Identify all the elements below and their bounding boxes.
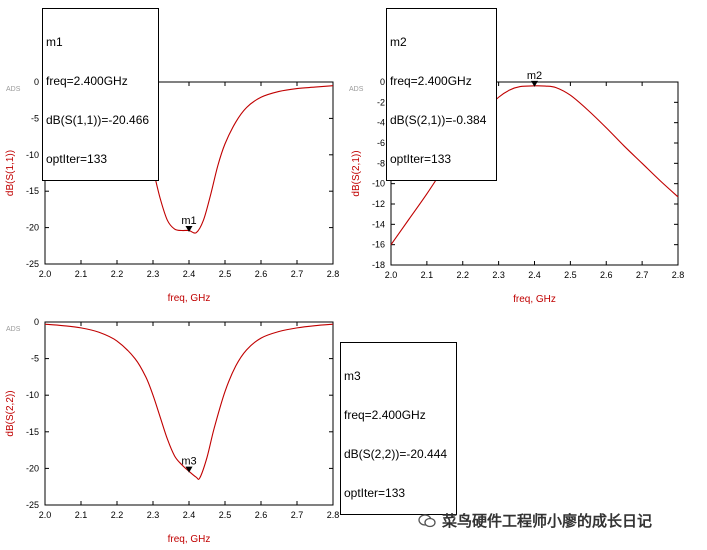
x-tick-label: 2.4 (183, 269, 196, 279)
marker-readout-line: optIter=133 (390, 152, 452, 166)
ads-tag: ADS (349, 86, 364, 93)
y-axis-label: dB(S(2,2)) (5, 390, 16, 436)
watermark-text: 菜鸟硬件工程师小廖的成长日记 (442, 512, 653, 530)
marker-readout-m1[interactable]: m1 freq=2.400GHz dB(S(1,1))=-20.466 optI… (42, 8, 159, 181)
y-tick-label: 0 (34, 317, 39, 327)
y-tick-label: -25 (26, 259, 39, 269)
x-tick-label: 2.8 (327, 510, 340, 520)
marker-readout-line: freq=2.400GHz (46, 74, 128, 88)
x-tick-label: 2.3 (492, 270, 505, 280)
marker-readout-line: optIter=133 (46, 152, 108, 166)
y-tick-label: -18 (372, 260, 385, 270)
marker-readout-line: dB(S(2,2))=-20.444 (344, 447, 448, 461)
marker-readout-line: freq=2.400GHz (390, 74, 472, 88)
y-tick-label: -16 (372, 240, 385, 250)
y-tick-label: -10 (26, 150, 39, 160)
x-tick-label: 2.5 (219, 510, 232, 520)
x-tick-label: 2.5 (219, 269, 232, 279)
x-tick-label: 2.5 (564, 270, 577, 280)
x-tick-label: 2.7 (636, 270, 649, 280)
marker-readout-line: m2 (390, 35, 407, 49)
x-tick-label: 2.6 (255, 510, 268, 520)
x-tick-label: 2.3 (147, 510, 160, 520)
y-tick-label: -20 (26, 463, 39, 473)
x-tick-label: 2.6 (255, 269, 268, 279)
ads-tag: ADS (6, 86, 21, 93)
x-tick-label: 2.0 (385, 270, 398, 280)
y-tick-label: -6 (377, 138, 385, 148)
y-tick-label: 0 (380, 77, 385, 87)
marker-readout-m2[interactable]: m2 freq=2.400GHz dB(S(2,1))=-0.384 optIt… (386, 8, 497, 181)
x-tick-label: 2.0 (39, 510, 52, 520)
x-tick-label: 2.2 (111, 510, 124, 520)
x-tick-label: 2.2 (456, 270, 469, 280)
watermark: 菜鸟硬件工程师小廖的成长日记 (418, 510, 652, 531)
x-tick-label: 2.1 (75, 269, 88, 279)
marker-readout-line: dB(S(1,1))=-20.466 (46, 113, 150, 127)
plot-s22: ADS 2.0 2.1 2.2 2.3 2.4 2.5 2.6 2.7 2.8 0 -5 -10 -15 -… (5, 317, 339, 545)
y-tick-label: -15 (26, 427, 39, 437)
plot-frame (44, 321, 334, 506)
marker-triangle-m1 (185, 225, 193, 232)
ads-tag: ADS (6, 326, 21, 333)
marker-readout-line: optIter=133 (344, 486, 406, 500)
y-axis-label: dB(S(2,1)) (351, 150, 362, 196)
x-tick-label: 2.8 (672, 270, 685, 280)
marker-readout-line: freq=2.400GHz (344, 408, 426, 422)
marker-label-m3: m3 (181, 456, 196, 468)
wechat-icon (418, 514, 436, 528)
x-tick-label: 2.7 (291, 510, 304, 520)
y-tick-label: -4 (377, 118, 385, 128)
y-tick-label: -25 (26, 500, 39, 510)
y-tick-label: 0 (34, 77, 39, 87)
marker-readout-m3[interactable]: m3 freq=2.400GHz dB(S(2,2))=-20.444 optI… (340, 342, 457, 515)
x-tick-label: 2.3 (147, 269, 160, 279)
marker-label-m1: m1 (181, 215, 196, 227)
y-tick-label: -14 (372, 219, 385, 229)
x-tick-label: 2.0 (39, 269, 52, 279)
y-tick-label: -5 (31, 113, 39, 123)
y-tick-label: -20 (26, 223, 39, 233)
marker-triangle-m2 (531, 80, 538, 87)
x-tick-label: 2.2 (111, 269, 124, 279)
y-tick-label: -10 (26, 390, 39, 400)
x-axis-label: freq, GHz (513, 294, 556, 305)
x-tick-label: 2.4 (528, 270, 541, 280)
y-tick-label: -10 (372, 179, 385, 189)
marker-triangle-m3 (185, 466, 193, 473)
marker-readout-line: m3 (344, 369, 361, 383)
y-tick-label: -12 (372, 199, 385, 209)
marker-label-m2: m2 (527, 70, 542, 82)
x-tick-label: 2.6 (600, 270, 613, 280)
x-tick-label: 2.8 (327, 269, 340, 279)
x-axis-label: freq, GHz (168, 293, 211, 304)
y-tick-label: -15 (26, 186, 39, 196)
marker-readout-line: m1 (46, 35, 63, 49)
y-tick-label: -2 (377, 97, 385, 107)
y-axis-label: dB(S(1,1)) (5, 150, 16, 196)
x-axis-label: freq, GHz (168, 534, 211, 545)
y-tick-label: -5 (31, 354, 39, 364)
x-tick-label: 2.7 (291, 269, 304, 279)
x-tick-label: 2.1 (75, 510, 88, 520)
x-tick-label: 2.4 (183, 510, 196, 520)
marker-readout-line: dB(S(2,1))=-0.384 (390, 113, 487, 127)
y-tick-label: -8 (377, 158, 385, 168)
x-tick-label: 2.1 (421, 270, 434, 280)
